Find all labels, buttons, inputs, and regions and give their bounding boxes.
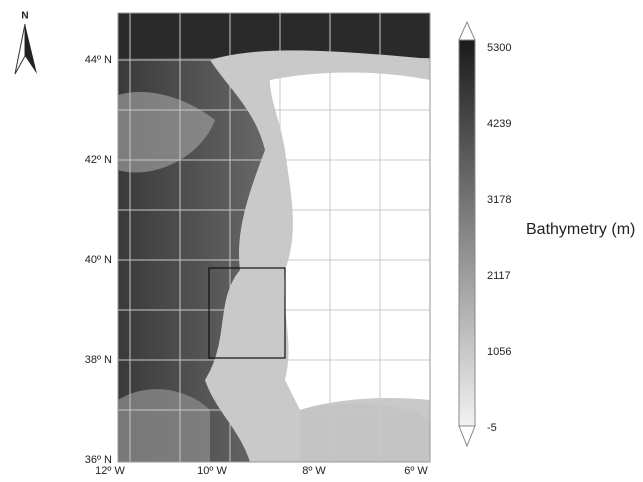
colorbar-label: Bathymetry (m)	[526, 221, 635, 238]
lat-label: 42º N	[85, 154, 112, 166]
north-arrow: N	[15, 11, 37, 74]
lat-label: 44º N	[85, 54, 112, 66]
lon-label: 8º W	[302, 465, 326, 477]
colorbar	[459, 22, 475, 446]
north-label: N	[21, 11, 28, 22]
lon-label: 12º W	[95, 465, 125, 477]
colorbar-tick-label: 5300	[487, 42, 511, 54]
colorbar-tick-label: 2117	[487, 270, 511, 282]
colorbar-tick-label: 4239	[487, 118, 511, 130]
colorbar-tick-label: 1056	[487, 346, 511, 358]
colorbar-tick-label: -5	[487, 422, 497, 434]
lon-label: 10º W	[197, 465, 227, 477]
colorbar-tick-label: 3178	[487, 194, 511, 206]
lon-label: 6º W	[404, 465, 428, 477]
lat-label: 38º N	[85, 354, 112, 366]
lat-label: 40º N	[85, 254, 112, 266]
figure: N Bathymetry (m) 44º N42º N40º N38º N36º…	[0, 0, 643, 482]
bathymetry-map	[118, 13, 430, 462]
